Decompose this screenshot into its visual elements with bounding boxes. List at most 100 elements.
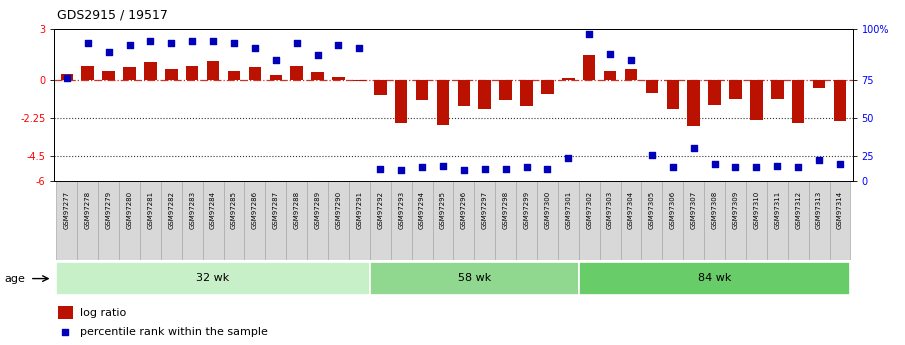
Point (478, 166, 492, 172)
Bar (244, 181, 265, 260)
Bar (123, 67, 136, 80)
Point (749, 165, 764, 170)
Bar (412, 181, 433, 260)
Text: GSM97293: GSM97293 (398, 191, 405, 229)
Point (414, 165, 429, 170)
Point (290, 40, 304, 46)
Point (352, 45, 367, 50)
Bar (516, 181, 537, 260)
Text: log ratio: log ratio (80, 308, 126, 318)
Point (122, 42, 137, 47)
Point (665, 165, 680, 170)
Point (519, 165, 534, 170)
Bar (58, 306, 72, 319)
Bar (624, 69, 637, 80)
Point (687, 145, 701, 150)
Bar (165, 69, 177, 80)
Bar (61, 74, 73, 80)
Text: GSM97294: GSM97294 (419, 191, 425, 229)
Bar (683, 181, 704, 260)
Text: GSM97291: GSM97291 (357, 191, 362, 229)
Bar (725, 181, 746, 260)
Text: GSM97281: GSM97281 (148, 191, 154, 229)
Text: GDS2915 / 19517: GDS2915 / 19517 (57, 9, 168, 22)
Text: GSM97307: GSM97307 (691, 191, 697, 229)
Bar (537, 181, 557, 260)
Bar (704, 181, 725, 260)
Text: GSM97308: GSM97308 (711, 191, 718, 229)
Bar (161, 181, 182, 260)
Bar (265, 181, 286, 260)
Bar (688, 80, 700, 126)
Bar (729, 80, 742, 99)
Point (331, 42, 346, 47)
Bar (311, 72, 324, 80)
Bar (203, 181, 224, 260)
Bar (645, 80, 658, 92)
Text: GSM97285: GSM97285 (231, 191, 237, 229)
Point (143, 39, 157, 44)
Text: GSM97278: GSM97278 (85, 191, 90, 229)
Bar (119, 181, 140, 260)
Bar (813, 80, 825, 88)
Bar (415, 80, 428, 100)
Bar (830, 181, 851, 260)
Text: 58 wk: 58 wk (458, 273, 491, 283)
Point (499, 166, 513, 172)
Point (205, 39, 220, 44)
Point (58, 330, 72, 335)
Bar (81, 66, 94, 80)
Bar (102, 71, 115, 80)
Bar (228, 71, 240, 80)
Bar (642, 181, 662, 260)
Point (457, 168, 472, 173)
Bar (600, 181, 621, 260)
Point (164, 40, 178, 46)
Point (269, 57, 283, 62)
Bar (286, 181, 307, 260)
Bar (370, 181, 391, 260)
Bar (207, 60, 219, 80)
Point (708, 162, 722, 167)
Text: 32 wk: 32 wk (196, 273, 230, 283)
Bar (395, 80, 407, 123)
Bar (56, 262, 370, 295)
Text: GSM97282: GSM97282 (168, 191, 175, 229)
Text: GSM97288: GSM97288 (294, 191, 300, 229)
Text: GSM97283: GSM97283 (189, 191, 195, 229)
Point (770, 163, 785, 169)
Bar (500, 80, 512, 100)
Bar (307, 181, 328, 260)
Bar (792, 80, 805, 123)
Bar (98, 181, 119, 260)
Text: GSM97310: GSM97310 (753, 191, 759, 229)
Text: GSM97292: GSM97292 (377, 191, 384, 229)
Text: GSM97303: GSM97303 (607, 191, 613, 229)
Text: age: age (5, 275, 25, 284)
Point (833, 162, 847, 167)
Point (812, 157, 826, 162)
Point (101, 49, 116, 55)
Text: GSM97297: GSM97297 (481, 191, 488, 229)
Bar (349, 181, 370, 260)
Bar (270, 75, 282, 80)
Bar (667, 80, 679, 109)
Bar (433, 181, 453, 260)
Text: GSM97306: GSM97306 (670, 191, 676, 229)
Point (540, 166, 555, 172)
Text: GSM97305: GSM97305 (649, 191, 655, 229)
Text: 84 wk: 84 wk (698, 273, 731, 283)
Bar (453, 181, 474, 260)
Bar (579, 262, 851, 295)
Text: percentile rank within the sample: percentile rank within the sample (80, 327, 268, 337)
Point (561, 156, 576, 161)
Text: GSM97312: GSM97312 (795, 191, 801, 229)
Text: GSM97298: GSM97298 (502, 191, 509, 229)
Bar (374, 80, 386, 95)
Bar (495, 181, 516, 260)
Text: GSM97295: GSM97295 (440, 191, 446, 229)
Point (394, 168, 408, 173)
Bar (479, 80, 491, 109)
Bar (353, 80, 366, 81)
Bar (56, 181, 77, 260)
